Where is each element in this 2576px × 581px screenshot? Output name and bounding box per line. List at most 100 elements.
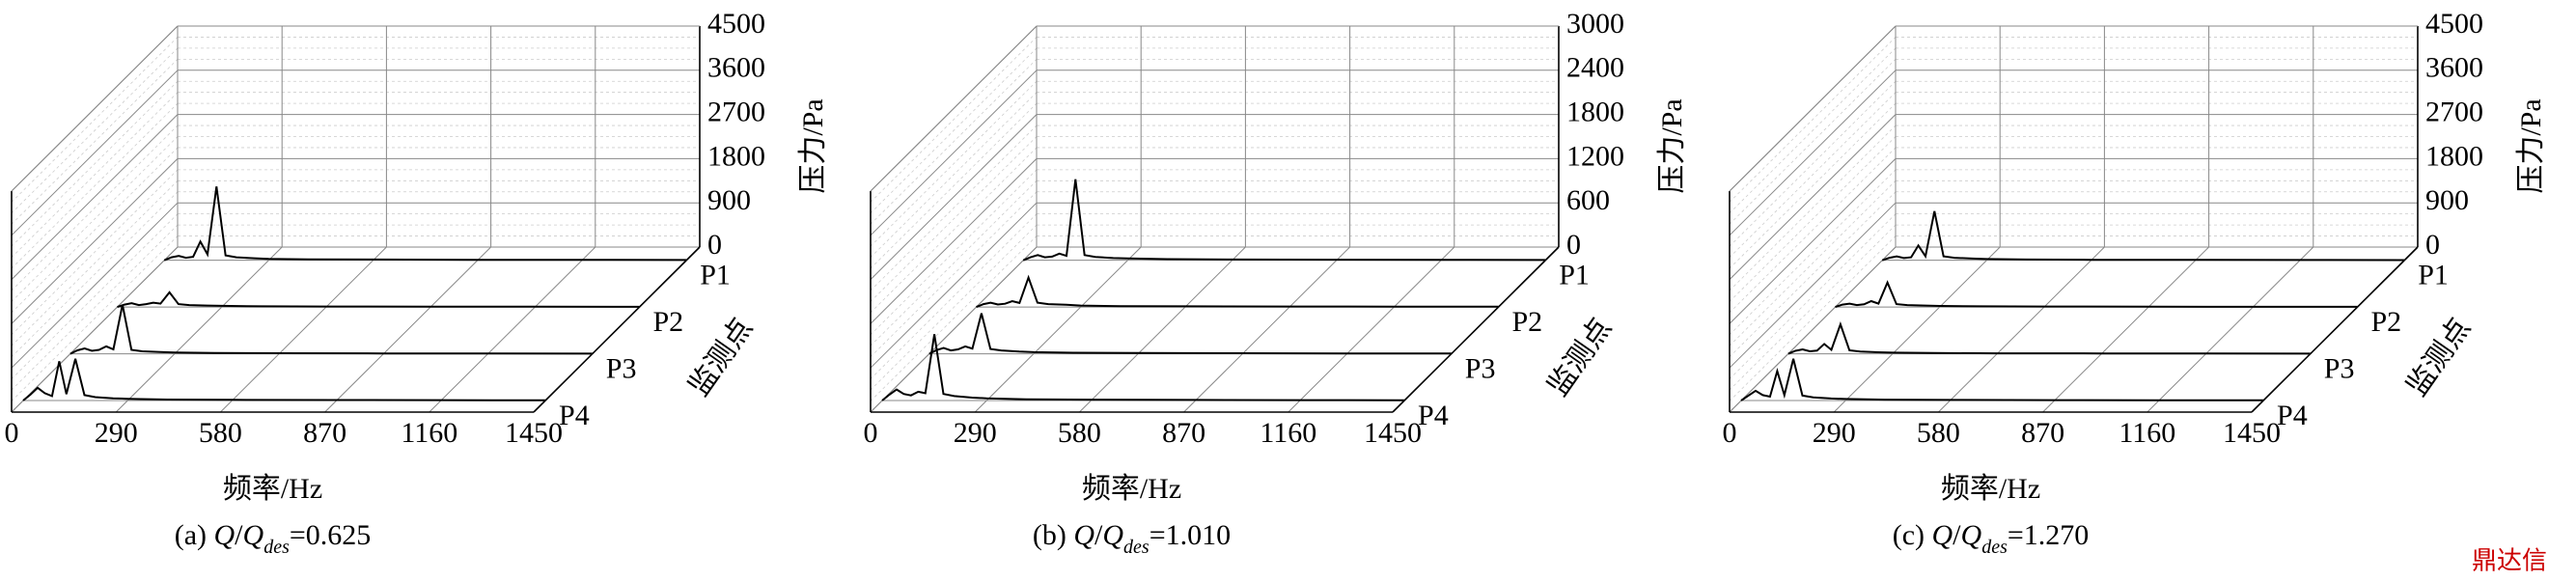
- minor-grid: [11, 147, 179, 314]
- minor-grid: [1729, 59, 1897, 225]
- minor-grid: [1729, 180, 1897, 346]
- y-axis-title: 压力/Pa: [1656, 98, 1688, 193]
- series-line: [22, 358, 546, 401]
- series-line: [1835, 280, 2358, 309]
- minor-grid: [870, 169, 1038, 336]
- minor-grid: [1729, 47, 1897, 214]
- minor-grid: [11, 191, 179, 358]
- category-label: P3: [1465, 352, 1496, 384]
- minor-grid: [11, 169, 179, 336]
- z-axis-title: 监测点: [683, 313, 760, 402]
- x-tick-label: 290: [95, 417, 138, 449]
- grid-line: [2042, 246, 2209, 413]
- caption-part: des: [263, 537, 290, 558]
- x-tick-label: 0: [5, 417, 19, 449]
- minor-grid: [1729, 92, 1897, 258]
- grid-line: [11, 69, 179, 236]
- caption-part: =1.270: [2008, 519, 2089, 551]
- category-label: P2: [2371, 306, 2402, 338]
- caption-part: Q: [1073, 519, 1094, 551]
- grid-line: [11, 158, 179, 324]
- series-line: [163, 186, 687, 262]
- x-tick-label: 1450: [1364, 417, 1422, 449]
- caption-part: /: [1953, 519, 1961, 551]
- minor-grid: [870, 124, 1038, 291]
- series-line: [1787, 320, 2311, 355]
- grid-line: [11, 114, 179, 280]
- grid-line: [870, 158, 1038, 324]
- grid-line: [1183, 246, 1350, 413]
- grid-line: [1288, 246, 1455, 413]
- series-line: [1881, 210, 2405, 262]
- grid-line: [974, 246, 1142, 413]
- x-tick-label: 870: [2021, 417, 2064, 449]
- category-label: P1: [700, 260, 731, 291]
- caption: (c) Q/Qdes=1.270: [1893, 519, 2090, 558]
- caption-part: Q: [1102, 519, 1123, 551]
- x-tick-label: 1160: [2119, 417, 2175, 449]
- grid-line: [870, 114, 1038, 280]
- caption-part: /: [235, 519, 243, 551]
- minor-grid: [1729, 102, 1897, 269]
- grid-line: [2147, 246, 2314, 413]
- y-tick-label: 2700: [2425, 96, 2483, 127]
- x-tick-label: 580: [199, 417, 242, 449]
- depth-axis: [2251, 246, 2419, 413]
- minor-grid: [11, 37, 179, 203]
- y-tick-label: 4500: [2425, 8, 2483, 40]
- y-tick-label: 0: [2425, 229, 2440, 261]
- minor-grid: [870, 47, 1038, 214]
- x-tick-label: 870: [303, 417, 346, 449]
- category-label: P1: [1559, 260, 1590, 291]
- grid-line: [324, 246, 491, 413]
- grid-line: [1833, 246, 2001, 413]
- caption-part: des: [1981, 537, 2008, 558]
- minor-grid: [11, 124, 179, 291]
- caption-part: /: [1094, 519, 1103, 551]
- x-axis-title: 频率/Hz: [1082, 473, 1181, 505]
- category-label: P4: [559, 400, 590, 431]
- z-axis-title: 监测点: [2401, 313, 2478, 402]
- minor-grid: [11, 80, 179, 247]
- x-tick-label: 1160: [401, 417, 457, 449]
- caption: (b) Q/Qdes=1.010: [1033, 519, 1231, 558]
- category-label: P1: [2418, 260, 2449, 291]
- grid-line: [1729, 158, 1897, 324]
- x-tick-label: 870: [1162, 417, 1205, 449]
- minor-grid: [11, 136, 179, 302]
- series-line: [976, 274, 1499, 309]
- y-tick-label: 2400: [1566, 52, 1624, 84]
- series-line: [881, 334, 1405, 401]
- minor-grid: [1729, 169, 1897, 336]
- grid-line: [1729, 202, 1897, 369]
- category-label: P4: [2277, 400, 2308, 431]
- x-tick-label: 1450: [2223, 417, 2281, 449]
- grid-line: [220, 246, 387, 413]
- y-tick-label: 1800: [2425, 140, 2483, 172]
- x-tick-label: 580: [1058, 417, 1101, 449]
- caption-part: =1.010: [1150, 519, 1231, 551]
- y-axis-title: 压力/Pa: [797, 98, 829, 193]
- minor-grid: [870, 92, 1038, 258]
- grid-line: [870, 69, 1038, 236]
- y-tick-label: 600: [1566, 184, 1610, 216]
- y-tick-label: 2700: [707, 96, 765, 127]
- caption-part: (a): [175, 519, 214, 551]
- minor-grid: [1729, 124, 1897, 291]
- depth-axis: [533, 246, 701, 413]
- y-tick-label: 3600: [707, 52, 765, 84]
- minor-grid: [870, 102, 1038, 269]
- caption-part: des: [1123, 537, 1150, 558]
- grid-line: [429, 246, 596, 413]
- series-line: [69, 304, 593, 355]
- x-axis-title: 频率/Hz: [223, 473, 322, 505]
- series-line: [1022, 179, 1546, 262]
- x-axis-title: 频率/Hz: [1941, 473, 2040, 505]
- minor-grid: [870, 180, 1038, 346]
- minor-grid: [870, 235, 1038, 401]
- minor-grid: [1729, 80, 1897, 247]
- minor-grid: [11, 102, 179, 269]
- caption: (a) Q/Qdes=0.625: [175, 519, 372, 558]
- minor-grid: [1729, 191, 1897, 358]
- minor-grid: [870, 213, 1038, 379]
